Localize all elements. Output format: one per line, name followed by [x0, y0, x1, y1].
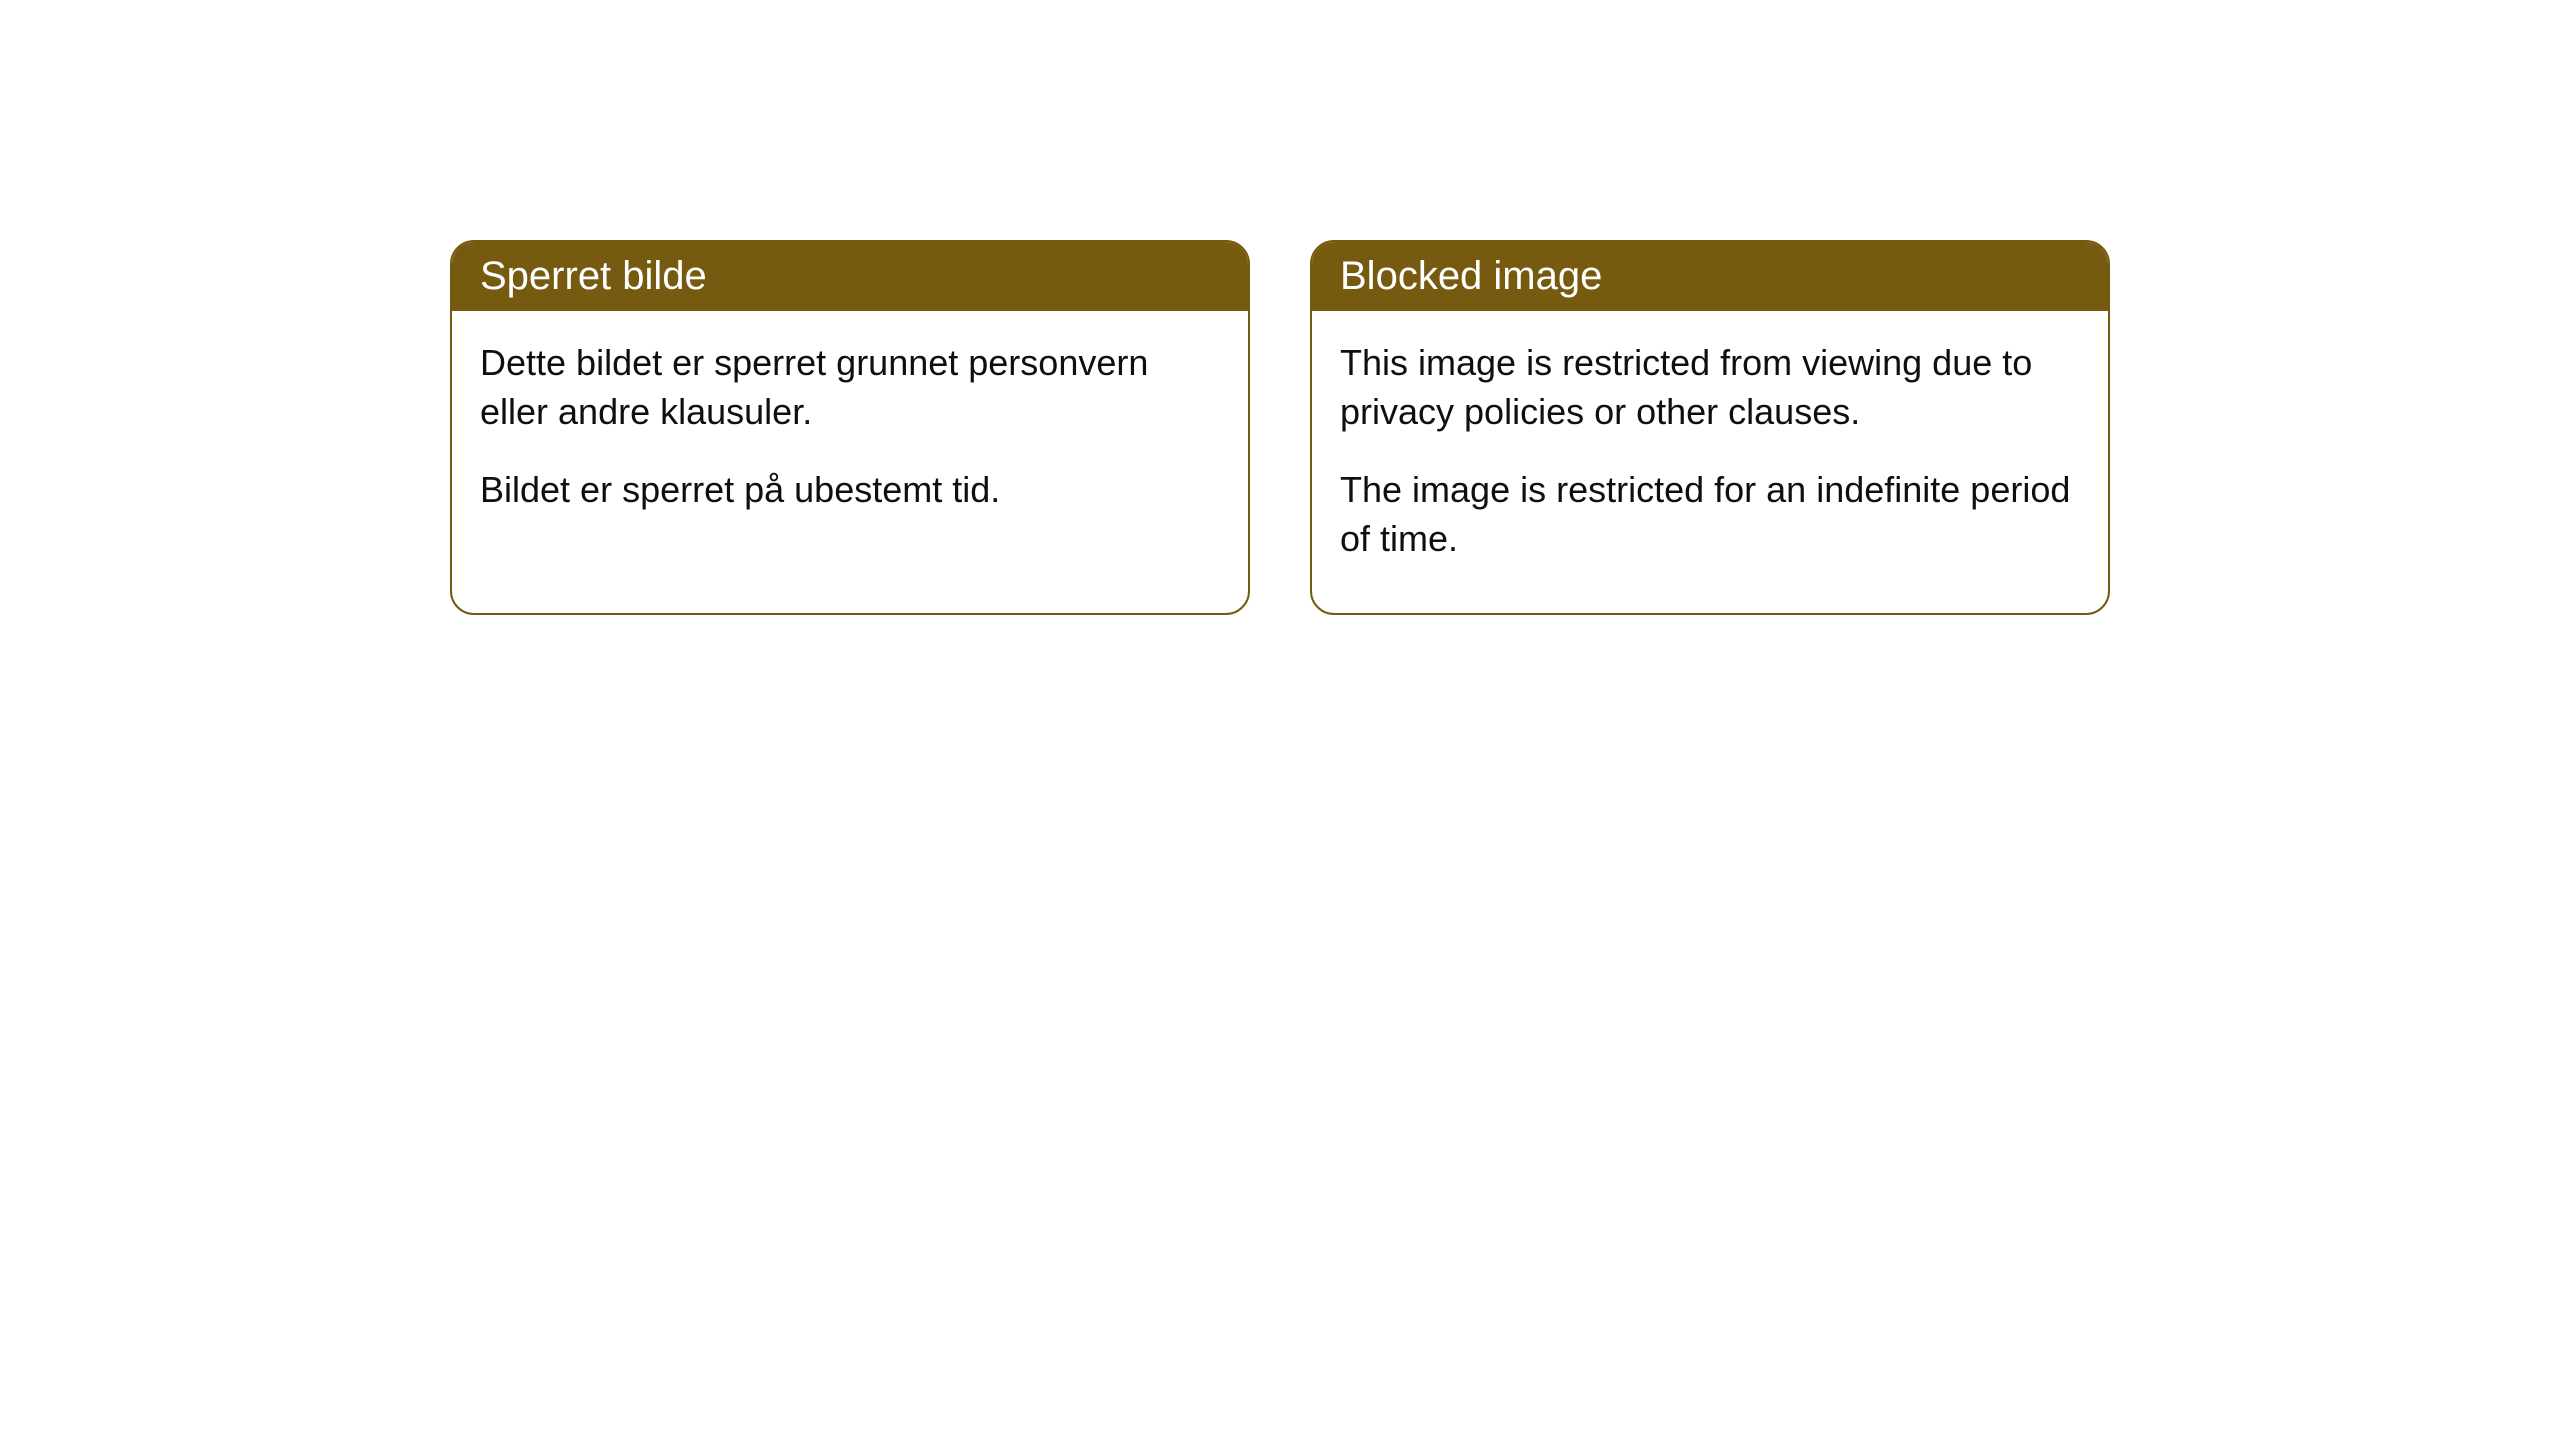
card-title-norwegian: Sperret bilde — [480, 254, 707, 298]
card-title-english: Blocked image — [1340, 254, 1602, 298]
card-header-norwegian: Sperret bilde — [452, 242, 1248, 311]
card-body-english: This image is restricted from viewing du… — [1312, 311, 2108, 613]
card-body-norwegian: Dette bildet er sperret grunnet personve… — [452, 311, 1248, 565]
card-paragraph-2-norwegian: Bildet er sperret på ubestemt tid. — [480, 466, 1220, 515]
cards-container: Sperret bilde Dette bildet er sperret gr… — [450, 240, 2110, 615]
card-english: Blocked image This image is restricted f… — [1310, 240, 2110, 615]
card-paragraph-1-norwegian: Dette bildet er sperret grunnet personve… — [480, 339, 1220, 436]
card-header-english: Blocked image — [1312, 242, 2108, 311]
card-norwegian: Sperret bilde Dette bildet er sperret gr… — [450, 240, 1250, 615]
card-paragraph-2-english: The image is restricted for an indefinit… — [1340, 466, 2080, 563]
card-paragraph-1-english: This image is restricted from viewing du… — [1340, 339, 2080, 436]
